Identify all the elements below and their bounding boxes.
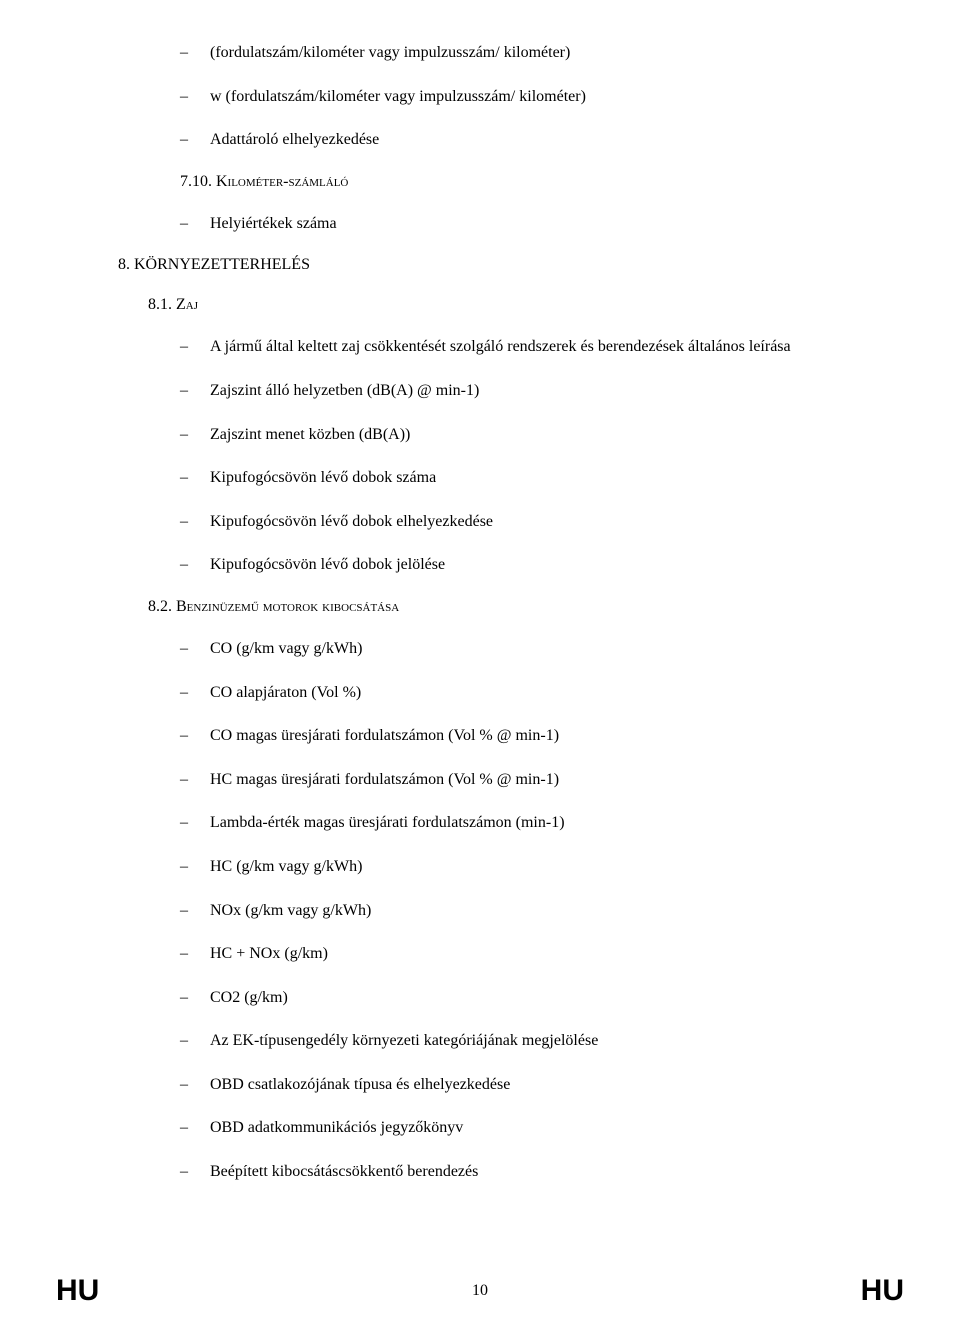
list-item: HC (g/km vagy g/kWh) [118, 856, 842, 878]
list-item: Zajszint álló helyzetben (dB(A) @ min-1) [118, 380, 842, 402]
list-item: Az EK-típusengedély környezeti kategóriá… [118, 1030, 842, 1052]
footer-right: HU [861, 1274, 904, 1308]
list-item: NOx (g/km vagy g/kWh) [118, 900, 842, 922]
section-number: 8.2. [148, 598, 172, 615]
section-title: Benzinüzemű motorok kibocsátása [176, 598, 399, 615]
list-item: CO2 (g/km) [118, 987, 842, 1009]
list-item: (fordulatszám/kilométer vagy impulzusszá… [118, 42, 842, 64]
list-item: Kipufogócsövön lévő dobok elhelyezkedése [118, 511, 842, 533]
section-7-10-list: Helyiértékek száma [118, 213, 842, 235]
section-8-heading: 8. KÖRNYEZETTERHELÉS [118, 256, 842, 274]
list-item: Zajszint menet közben (dB(A)) [118, 424, 842, 446]
top-list: (fordulatszám/kilométer vagy impulzusszá… [118, 42, 842, 151]
list-item: Adattároló elhelyezkedése [118, 129, 842, 151]
footer-left: HU [56, 1274, 99, 1308]
section-8-1-heading: 8.1. Zaj [118, 296, 842, 314]
page-number: 10 [472, 1282, 488, 1300]
list-item: A jármű által keltett zaj csökkentését s… [118, 336, 842, 358]
list-item: OBD adatkommunikációs jegyzőkönyv [118, 1117, 842, 1139]
list-item: Beépített kibocsátáscsökkentő berendezés [118, 1161, 842, 1183]
section-title: Kilométer-számláló [216, 173, 348, 190]
section-number: 7.10. [180, 173, 212, 190]
section-number: 8.1. [148, 296, 172, 313]
section-7-10-heading: 7.10. Kilométer-számláló [118, 173, 842, 191]
list-item: CO magas üresjárati fordulatszámon (Vol … [118, 725, 842, 747]
list-item: OBD csatlakozójának típusa és elhelyezke… [118, 1074, 842, 1096]
list-item: w (fordulatszám/kilométer vagy impulzuss… [118, 86, 842, 108]
list-item: Helyiértékek száma [118, 213, 842, 235]
list-item: HC magas üresjárati fordulatszámon (Vol … [118, 769, 842, 791]
list-item: Kipufogócsövön lévő dobok jelölése [118, 554, 842, 576]
list-item: CO (g/km vagy g/kWh) [118, 638, 842, 660]
list-item: HC + NOx (g/km) [118, 943, 842, 965]
section-number: 8. [118, 256, 130, 273]
section-title: Zaj [176, 296, 198, 313]
section-title: KÖRNYEZETTERHELÉS [134, 256, 310, 273]
section-8-1-list: A jármű által keltett zaj csökkentését s… [118, 336, 842, 576]
section-8-2-list: CO (g/km vagy g/kWh) CO alapjáraton (Vol… [118, 638, 842, 1183]
list-item: Lambda-érték magas üresjárati fordulatsz… [118, 812, 842, 834]
section-8-2-heading: 8.2. Benzinüzemű motorok kibocsátása [118, 598, 842, 616]
list-item: CO alapjáraton (Vol %) [118, 682, 842, 704]
page-footer: HU 10 HU [0, 1274, 960, 1308]
list-item: Kipufogócsövön lévő dobok száma [118, 467, 842, 489]
